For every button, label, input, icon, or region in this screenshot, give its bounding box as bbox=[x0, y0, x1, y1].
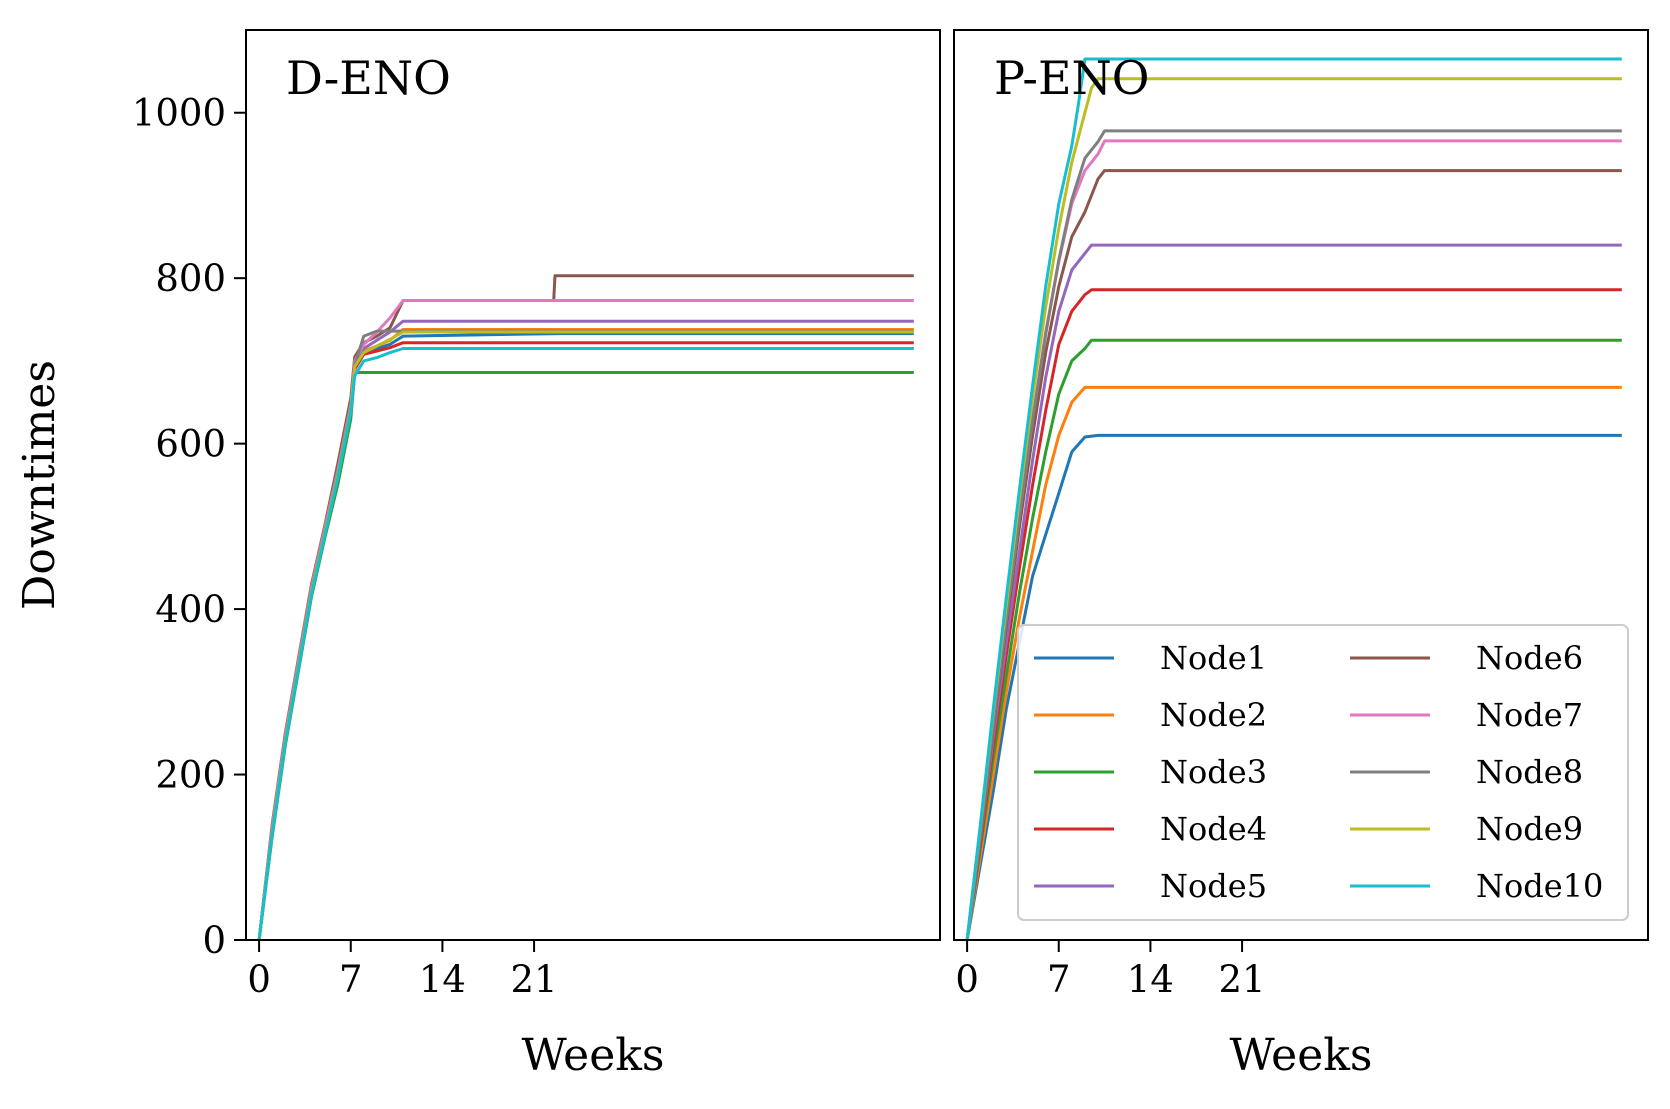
legend-box bbox=[1017, 624, 1629, 921]
legend-label: Node10 bbox=[1476, 867, 1603, 905]
x-tick-label: 7 bbox=[339, 958, 363, 1001]
legend-label: Node5 bbox=[1160, 867, 1267, 905]
x-tick-label: 0 bbox=[955, 958, 979, 1001]
series-lines bbox=[965, 57, 1622, 940]
panel-d-eno: 0 7 14 21 0 200 400 600 800 1000 D-ENO Weeks Downtim… bbox=[14, 29, 941, 1081]
legend-item-node7: Node7 bbox=[1350, 696, 1583, 734]
legend-label: Node1 bbox=[1160, 639, 1267, 677]
x-axis-label: Weeks bbox=[1230, 1030, 1373, 1081]
panel-title: P-ENO bbox=[994, 51, 1150, 105]
legend-item-node2: Node2 bbox=[1034, 696, 1267, 734]
series-line-node1 bbox=[257, 332, 914, 940]
legend-label: Node6 bbox=[1476, 639, 1583, 677]
legend-label: Node2 bbox=[1160, 696, 1267, 734]
y-tick-label: 600 bbox=[155, 423, 226, 466]
x-tick-label: 14 bbox=[419, 958, 466, 1001]
legend-item-node3: Node3 bbox=[1034, 753, 1267, 791]
series-line-node1 bbox=[965, 433, 1622, 940]
y-tick-label: 400 bbox=[155, 588, 226, 631]
series-line-node10 bbox=[257, 347, 914, 940]
legend-label: Node3 bbox=[1160, 753, 1267, 791]
series-lines bbox=[257, 274, 914, 940]
y-axis-label: Downtimes bbox=[14, 360, 65, 610]
legend-item-node6: Node6 bbox=[1350, 639, 1583, 677]
series-line-node3 bbox=[257, 371, 914, 940]
plot-frame bbox=[245, 29, 941, 941]
x-axis-label: Weeks bbox=[522, 1030, 665, 1081]
legend-label: Node7 bbox=[1476, 696, 1583, 734]
legend-item-node5: Node5 bbox=[1034, 867, 1267, 905]
series-line-node6 bbox=[257, 274, 914, 940]
legend-label: Node4 bbox=[1160, 810, 1267, 848]
series-line-node2 bbox=[965, 385, 1622, 940]
x-tick-label: 0 bbox=[247, 958, 271, 1001]
panel-p-eno: 0 7 14 21P-ENOWeeksNode1Node2Node3Node4Node… bbox=[953, 29, 1649, 1081]
x-tick-label: 7 bbox=[1047, 958, 1071, 1001]
y-tick-label: 1000 bbox=[132, 92, 226, 135]
series-line-node8 bbox=[257, 329, 914, 940]
series-line-node7 bbox=[257, 299, 914, 940]
series-line-node4 bbox=[257, 341, 914, 940]
legend-label: Node8 bbox=[1476, 753, 1583, 791]
legend-item-node1: Node1 bbox=[1034, 639, 1267, 677]
x-tick-label: 21 bbox=[1219, 958, 1266, 1001]
legend-label: Node9 bbox=[1476, 810, 1583, 848]
series-line-node5 bbox=[257, 319, 914, 940]
legend-item-node8: Node8 bbox=[1350, 753, 1583, 791]
legend-item-node4: Node4 bbox=[1034, 810, 1267, 848]
plot-frame bbox=[953, 29, 1649, 941]
y-tick-label: 0 bbox=[202, 919, 226, 962]
legend: Node1 Node2 Node3 Node4 Node5 Node6 Node7 Node8… bbox=[1017, 624, 1629, 921]
y-tick-label: 200 bbox=[155, 754, 226, 797]
panel-title: D-ENO bbox=[286, 51, 451, 105]
x-tick-label: 14 bbox=[1127, 958, 1174, 1001]
y-tick-label: 800 bbox=[155, 257, 226, 300]
legend-item-node10: Node10 bbox=[1350, 867, 1603, 905]
series-line-node2 bbox=[257, 328, 914, 940]
x-tick-label: 21 bbox=[511, 958, 558, 1001]
series-line-node10 bbox=[965, 57, 1622, 940]
legend-item-node9: Node9 bbox=[1350, 810, 1583, 848]
series-line-node9 bbox=[257, 330, 914, 940]
